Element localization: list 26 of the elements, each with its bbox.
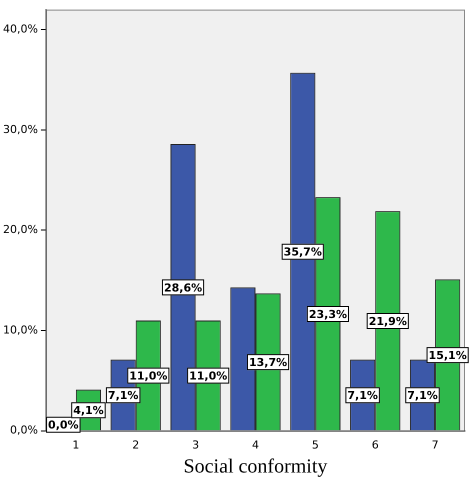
y-tick-label: 0,0%: [10, 424, 38, 437]
y-tick-label: 30,0%: [2, 122, 38, 136]
x-tick-label: 4: [252, 438, 259, 452]
x-tick-label: 1: [72, 438, 80, 452]
data-label: 11,0%: [129, 370, 168, 382]
data-label: 15,1%: [428, 348, 467, 362]
data-label: 7,1%: [108, 389, 138, 402]
data-label: 7,1%: [347, 389, 378, 402]
x-tick-label: 5: [312, 438, 319, 452]
x-tick-label: 6: [372, 438, 379, 452]
y-tick-label: 20,0%: [2, 223, 38, 236]
data-label: 21,9%: [368, 314, 407, 328]
data-label: 4,1%: [73, 404, 104, 418]
data-label: 7,1%: [407, 389, 438, 402]
y-tick-label: 10,0%: [2, 323, 38, 336]
data-label: 0,0%: [48, 418, 79, 432]
data-label: 23,3%: [308, 308, 347, 321]
data-label: 35,7%: [284, 246, 322, 259]
x-axis-title: Social conformity: [184, 455, 328, 478]
x-tick-label: 2: [132, 438, 140, 452]
y-tick-label: 40,0%: [2, 22, 38, 36]
data-label: 13,7%: [248, 356, 288, 369]
x-tick-label: 7: [432, 438, 439, 452]
x-tick-label: 3: [192, 438, 200, 452]
data-label: 28,6%: [164, 281, 202, 294]
data-label: 11,0%: [189, 370, 228, 382]
